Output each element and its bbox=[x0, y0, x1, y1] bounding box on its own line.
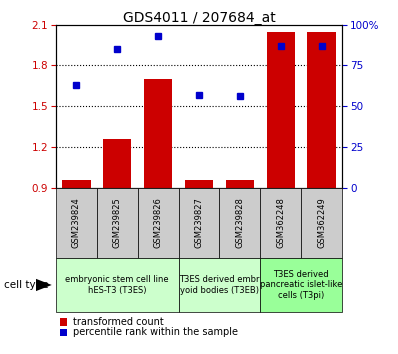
Bar bbox=[56, 258, 179, 312]
Bar bbox=[267, 32, 295, 188]
Bar bbox=[301, 188, 342, 258]
Bar bbox=[179, 258, 260, 312]
Text: GSM239825: GSM239825 bbox=[113, 198, 122, 249]
Bar bbox=[260, 258, 342, 312]
Bar bbox=[103, 139, 131, 188]
Text: T3ES derived
pancreatic islet-like
cells (T3pi): T3ES derived pancreatic islet-like cells… bbox=[260, 270, 343, 300]
Bar bbox=[62, 180, 90, 188]
Text: GSM239824: GSM239824 bbox=[72, 198, 81, 249]
Text: GSM239827: GSM239827 bbox=[195, 198, 203, 249]
Text: GDS4011 / 207684_at: GDS4011 / 207684_at bbox=[123, 11, 275, 25]
Bar bbox=[60, 329, 67, 336]
Text: percentile rank within the sample: percentile rank within the sample bbox=[73, 327, 238, 337]
Bar bbox=[97, 188, 138, 258]
Bar bbox=[219, 188, 260, 258]
Text: cell type: cell type bbox=[4, 280, 49, 290]
Bar bbox=[144, 79, 172, 188]
Bar bbox=[308, 32, 336, 188]
Polygon shape bbox=[36, 279, 52, 291]
Bar bbox=[185, 180, 213, 188]
Text: embryonic stem cell line
hES-T3 (T3ES): embryonic stem cell line hES-T3 (T3ES) bbox=[65, 275, 169, 295]
Text: GSM239828: GSM239828 bbox=[236, 198, 244, 249]
Text: T3ES derived embr
yoid bodies (T3EB): T3ES derived embr yoid bodies (T3EB) bbox=[179, 275, 260, 295]
Bar bbox=[179, 188, 219, 258]
Bar bbox=[56, 188, 97, 258]
Bar bbox=[60, 318, 67, 326]
Text: transformed count: transformed count bbox=[73, 317, 164, 327]
Text: GSM362249: GSM362249 bbox=[317, 198, 326, 249]
Text: GSM239826: GSM239826 bbox=[154, 198, 162, 249]
Text: GSM362248: GSM362248 bbox=[276, 198, 285, 249]
Bar bbox=[226, 180, 254, 188]
Bar bbox=[260, 188, 301, 258]
Bar bbox=[138, 188, 179, 258]
